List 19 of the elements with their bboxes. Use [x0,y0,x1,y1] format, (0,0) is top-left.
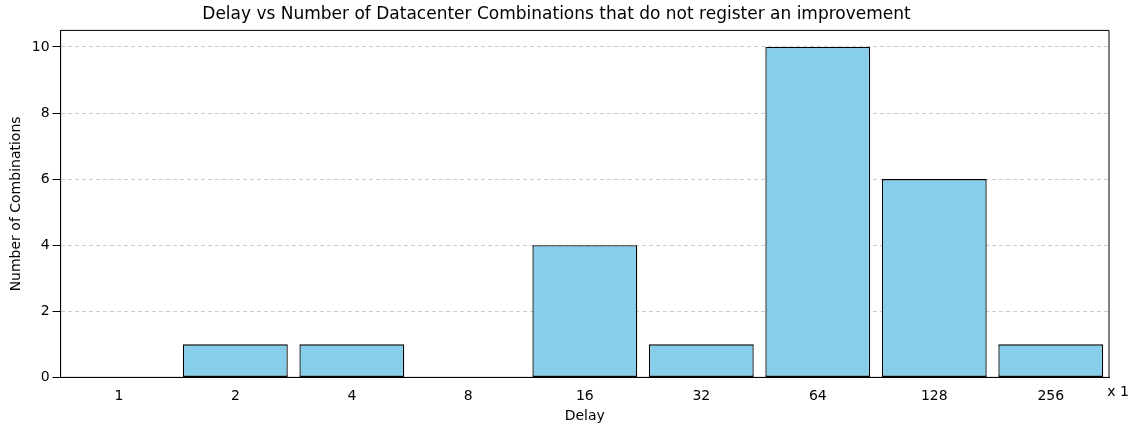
x-tick-label: 256 [1037,387,1065,404]
y-tick-label: 10 [31,37,50,54]
chart-title: Delay vs Number of Datacenter Combinations that do not register an improvement [202,2,912,23]
text: x 1 [1107,383,1129,399]
y-tick-label: 4 [40,235,50,252]
y-tick-label: 0 [40,368,50,385]
y-tick-label: 2 [40,301,50,318]
x-tick-label: 64 [808,387,827,404]
x-tick-label: 128 [920,387,948,404]
x-tick-label: 2 [230,387,240,404]
x-axis-title: Delay [564,407,605,424]
y-tick-label: 8 [40,103,50,120]
x-tick-label: 1 [114,387,124,404]
y-tick-label: 6 [40,169,50,186]
x-tick-label: 32 [692,387,711,404]
x-tick-label: 8 [463,387,473,404]
x-tick-label: 16 [575,387,594,404]
y-axis-title: Number of Combinations [7,116,24,292]
x-tick-label: 4 [347,387,357,404]
